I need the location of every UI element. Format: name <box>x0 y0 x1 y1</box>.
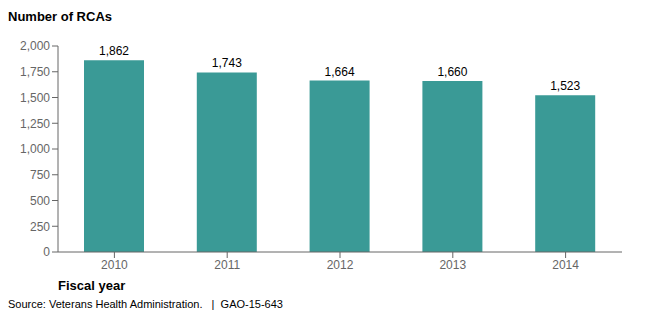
svg-text:1,000: 1,000 <box>20 142 50 156</box>
svg-text:1,664: 1,664 <box>325 65 355 79</box>
svg-text:1,523: 1,523 <box>550 79 580 93</box>
html-text:Number of RCAs: Number of RCAs <box>8 9 112 24</box>
html-text:Fiscal year: Fiscal year <box>58 278 126 293</box>
svg-text:0: 0 <box>43 245 50 259</box>
svg-text:2014: 2014 <box>552 258 579 272</box>
svg-text:1,862: 1,862 <box>99 44 129 58</box>
svg-text:2012: 2012 <box>327 258 354 272</box>
svg-text:500: 500 <box>30 194 50 208</box>
svg-text:2010: 2010 <box>101 258 128 272</box>
svg-text:1,750: 1,750 <box>20 65 50 79</box>
svg-text:2011: 2011 <box>214 258 240 272</box>
svg-text:1,743: 1,743 <box>212 56 242 70</box>
svg-text:750: 750 <box>30 168 50 182</box>
svg-text:250: 250 <box>30 220 50 234</box>
svg-text:2013: 2013 <box>439 258 466 272</box>
svg-text:1,250: 1,250 <box>20 117 50 131</box>
svg-text:2,000: 2,000 <box>20 39 50 53</box>
html-text:Source: Veterans Health Admini: Source: Veterans Health Administration. … <box>8 298 283 310</box>
svg-text:1,660: 1,660 <box>437 65 467 79</box>
svg-text:1,500: 1,500 <box>20 91 50 105</box>
